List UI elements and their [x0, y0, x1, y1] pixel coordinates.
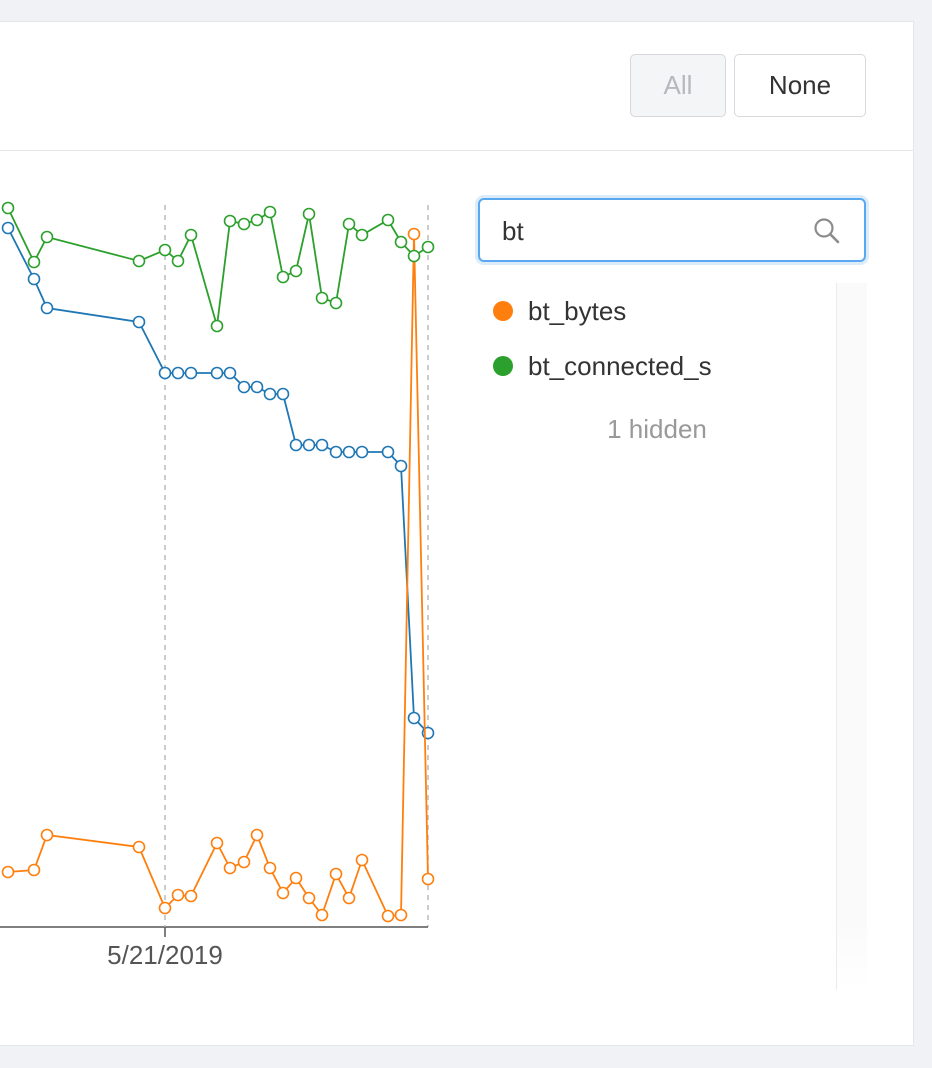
- data-point: [342, 891, 356, 905]
- data-point: [184, 889, 198, 903]
- data-point: [355, 853, 369, 867]
- data-point: [315, 438, 329, 452]
- data-point: [302, 207, 316, 221]
- data-point: [289, 264, 303, 278]
- data-point: [158, 243, 172, 257]
- legend-swatch: [493, 356, 513, 376]
- data-point: [329, 296, 343, 310]
- divider: [0, 150, 914, 151]
- data-point: [263, 387, 277, 401]
- data-point: [302, 891, 316, 905]
- data-point: [342, 217, 356, 231]
- hidden-count: 1 hidden: [607, 414, 707, 444]
- data-point: [132, 840, 146, 854]
- data-point: [223, 214, 237, 228]
- data-point: [27, 272, 41, 286]
- data-point: [394, 235, 408, 249]
- series-line: [7, 207, 429, 327]
- data-point: [276, 270, 290, 284]
- data-point: [315, 908, 329, 922]
- none-button[interactable]: None: [734, 54, 866, 117]
- data-point: [158, 366, 172, 380]
- data-point: [315, 291, 329, 305]
- data-point: [263, 861, 277, 875]
- data-point: [329, 867, 343, 881]
- data-point: [289, 871, 303, 885]
- legend-item[interactable]: bt_connected_s: [493, 351, 712, 381]
- data-point: [263, 205, 277, 219]
- data-point: [250, 828, 264, 842]
- series-line: [7, 233, 429, 917]
- data-point: [132, 254, 146, 268]
- data-point: [1, 865, 15, 879]
- data-point: [184, 366, 198, 380]
- search-value: bt: [502, 216, 524, 246]
- data-point: [223, 861, 237, 875]
- data-point: [381, 213, 395, 227]
- x-tick-label: 5/21/2019: [107, 940, 223, 970]
- data-point: [27, 255, 41, 269]
- data-point: [381, 909, 395, 923]
- legend-swatch: [493, 301, 513, 321]
- data-point: [237, 217, 251, 231]
- data-point: [381, 445, 395, 459]
- chart: 5/21/2019: [0, 201, 435, 970]
- data-point: [1, 221, 15, 235]
- legend-label: bt_connected_s: [528, 350, 712, 381]
- data-point: [355, 445, 369, 459]
- data-point: [237, 380, 251, 394]
- data-point: [421, 240, 435, 254]
- data-point: [407, 711, 421, 725]
- data-point: [407, 227, 421, 241]
- data-point: [40, 828, 54, 842]
- data-point: [394, 908, 408, 922]
- data-point: [250, 213, 264, 227]
- data-point: [171, 254, 185, 268]
- data-point: [210, 366, 224, 380]
- data-point: [342, 445, 356, 459]
- data-point: [210, 836, 224, 850]
- data-point: [250, 380, 264, 394]
- series-line: [7, 227, 429, 734]
- data-point: [158, 901, 172, 915]
- data-point: [407, 249, 421, 263]
- data-point: [237, 855, 251, 869]
- data-point: [171, 366, 185, 380]
- all-button[interactable]: All: [630, 54, 726, 117]
- data-point: [223, 366, 237, 380]
- legend-item[interactable]: bt_bytes: [493, 296, 626, 326]
- data-point: [40, 301, 54, 315]
- data-point: [1, 201, 15, 215]
- data-point: [210, 319, 224, 333]
- search-icon: [814, 218, 840, 244]
- data-point: [276, 886, 290, 900]
- data-point: [276, 387, 290, 401]
- data-point: [132, 315, 146, 329]
- data-point: [394, 459, 408, 473]
- data-point: [302, 438, 316, 452]
- legend-label: bt_bytes: [528, 295, 627, 326]
- data-point: [40, 230, 54, 244]
- data-point: [355, 228, 369, 242]
- data-point: [184, 228, 198, 242]
- data-point: [289, 438, 303, 452]
- data-point: [421, 872, 435, 886]
- legend-scroll: [836, 283, 867, 990]
- search-input[interactable]: bt: [478, 198, 866, 262]
- data-point: [329, 445, 343, 459]
- panel: [0, 21, 914, 1046]
- data-point: [27, 863, 41, 877]
- data-point: [171, 888, 185, 902]
